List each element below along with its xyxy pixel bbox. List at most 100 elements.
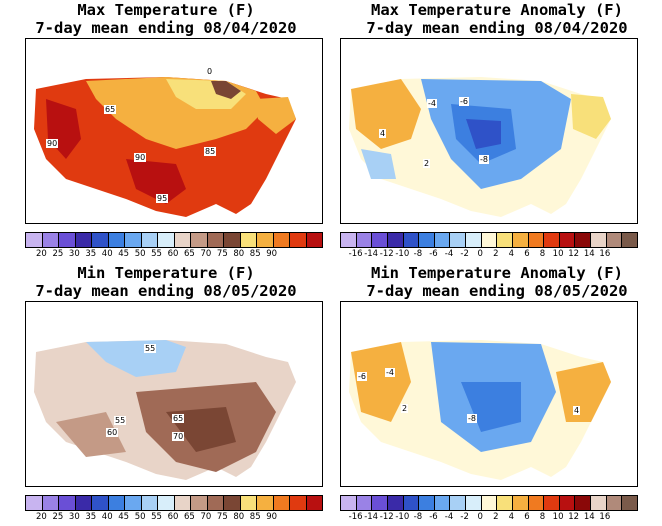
- colorbar-swatch: [224, 496, 241, 510]
- colorbar-swatch: [528, 496, 545, 510]
- panel-subtitle: 7-day mean ending 08/04/2020: [35, 19, 297, 37]
- colorbar-swatch: [42, 233, 59, 247]
- colorbar-tick-label: 4: [508, 512, 515, 522]
- colorbar-swatch: [341, 496, 357, 510]
- colorbar-temp: [25, 495, 323, 511]
- colorbar-swatch: [450, 233, 466, 247]
- colorbar-swatch: [387, 233, 404, 247]
- colorbar-swatch: [544, 233, 560, 247]
- colorbar-swatch: [419, 233, 435, 247]
- colorbar-tick-label: 12: [568, 512, 580, 522]
- colorbar-tick-label: 90: [266, 249, 278, 259]
- colorbar-swatch: [240, 233, 257, 247]
- colorbar-tick-label: 35: [85, 512, 97, 522]
- colorbar-swatch: [403, 233, 420, 247]
- map-label: 0: [206, 67, 214, 76]
- colorbar-swatch: [544, 496, 560, 510]
- colorbar-swatch: [207, 233, 224, 247]
- colorbar-anomaly: [340, 232, 638, 248]
- colorbar-swatch: [42, 496, 59, 510]
- colorbar-swatch: [559, 233, 576, 247]
- colorbar-swatch: [481, 496, 498, 510]
- colorbar-tick-label: 20: [36, 249, 47, 259]
- colorbar-tick-label: 80: [233, 512, 245, 522]
- colorbar-tick-label: 4: [508, 249, 515, 259]
- colorbar-swatch: [158, 233, 175, 247]
- colorbar-swatch: [591, 496, 607, 510]
- map-label: -8: [479, 155, 489, 164]
- map-label: 65: [172, 414, 185, 423]
- colorbar-ticks: -16 -14 -12 -10 -8 -6 -4 -2 0 2 4 6 8 10 12 14 16: [340, 249, 636, 261]
- colorbar-tick-label: -8: [413, 249, 423, 259]
- colorbar-swatch: [466, 496, 482, 510]
- colorbar-swatch: [174, 496, 191, 510]
- panel-min-anomaly: Min Temperature Anomaly (F) 7-day mean e…: [331, 263, 662, 526]
- colorbar-tick-label: 80: [233, 249, 245, 259]
- colorbar-tick-label: 60: [167, 512, 179, 522]
- colorbar-tick-label: 16: [599, 512, 611, 522]
- colorbar-swatch: [575, 496, 591, 510]
- colorbar-tick-label: 40: [101, 512, 113, 522]
- colorbar-tick-label: 55: [151, 249, 162, 259]
- colorbar-swatch: [466, 233, 482, 247]
- colorbar-swatch: [575, 233, 591, 247]
- colorbar-swatch: [257, 233, 274, 247]
- colorbar-swatch: [92, 496, 109, 510]
- colorbar-tick-label: 2: [493, 249, 499, 259]
- colorbar-swatch: [606, 233, 623, 247]
- colorbar-tick-label: -10: [395, 249, 410, 259]
- colorbar-tick-label: 8: [539, 249, 546, 259]
- colorbar-swatch: [125, 233, 142, 247]
- panel-max-anomaly: Max Temperature Anomaly (F) 7-day mean e…: [331, 0, 662, 263]
- map-label: 90: [46, 139, 59, 148]
- colorbar-tick-label: -2: [460, 249, 469, 259]
- colorbar-swatch: [481, 233, 498, 247]
- colorbar-tick-label: 45: [118, 512, 130, 522]
- colorbar-tick-label: 30: [68, 512, 80, 522]
- colorbar-swatch: [306, 233, 322, 247]
- colorbar-tick-label: 25: [52, 512, 64, 522]
- colorbar-tick-label: 2: [493, 512, 499, 522]
- panel-title: Max Temperature (F): [77, 1, 255, 19]
- colorbar-swatch: [450, 496, 466, 510]
- colorbar-tick-label: -4: [444, 249, 454, 259]
- colorbar-tick-label: -16: [348, 249, 363, 259]
- colorbar-tick-label: -14: [364, 512, 379, 522]
- colorbar-tick-label: 55: [151, 512, 162, 522]
- colorbar-tick-label: -8: [413, 512, 423, 522]
- colorbar-swatch: [512, 496, 529, 510]
- colorbar-temp: [25, 232, 323, 248]
- colorbar-swatch: [191, 233, 208, 247]
- colorbar-tick-label: 50: [134, 249, 146, 259]
- colorbar-tick-label: 10: [552, 512, 564, 522]
- colorbar-swatch: [559, 496, 576, 510]
- map-label: 55: [114, 416, 127, 425]
- colorbar-swatch: [125, 496, 142, 510]
- colorbar-swatch: [622, 496, 637, 510]
- colorbar-swatch: [26, 233, 43, 247]
- colorbar-tick-label: 6: [524, 249, 530, 259]
- colorbar-tick-label: 35: [85, 249, 97, 259]
- panel-max-temp: Max Temperature (F) 7-day mean ending 08…: [0, 0, 331, 263]
- colorbar-swatch: [290, 233, 307, 247]
- colorbar-tick-label: 20: [36, 512, 47, 522]
- map-label: 70: [172, 432, 185, 441]
- colorbar-swatch: [59, 496, 76, 510]
- map-label: 55: [144, 344, 157, 353]
- colorbar-tick-label: 10: [552, 249, 564, 259]
- map-label: 90: [134, 153, 147, 162]
- colorbar-tick-label: -6: [429, 249, 438, 259]
- colorbar-ticks: 20 25 30 35 40 45 50 55 60 65 70 75 80 85 90: [25, 249, 321, 261]
- colorbar-swatch: [273, 233, 290, 247]
- colorbar-swatch: [512, 233, 529, 247]
- colorbar-ticks: -16 -14 -12 -10 -8 -6 -4 -2 0 2 4 6 8 10 12 14 16: [340, 512, 636, 524]
- colorbar-tick-label: 50: [134, 512, 146, 522]
- colorbar-swatch: [434, 496, 451, 510]
- colorbar-swatch: [403, 496, 420, 510]
- colorbar-tick-label: 75: [216, 249, 228, 259]
- colorbar-tick-label: -6: [429, 512, 438, 522]
- panel-min-temp: Min Temperature (F) 7-day mean ending 08…: [0, 263, 331, 526]
- colorbar-swatch: [434, 233, 451, 247]
- colorbar-tick-label: 0: [477, 249, 483, 259]
- colorbar-tick-label: -10: [395, 512, 410, 522]
